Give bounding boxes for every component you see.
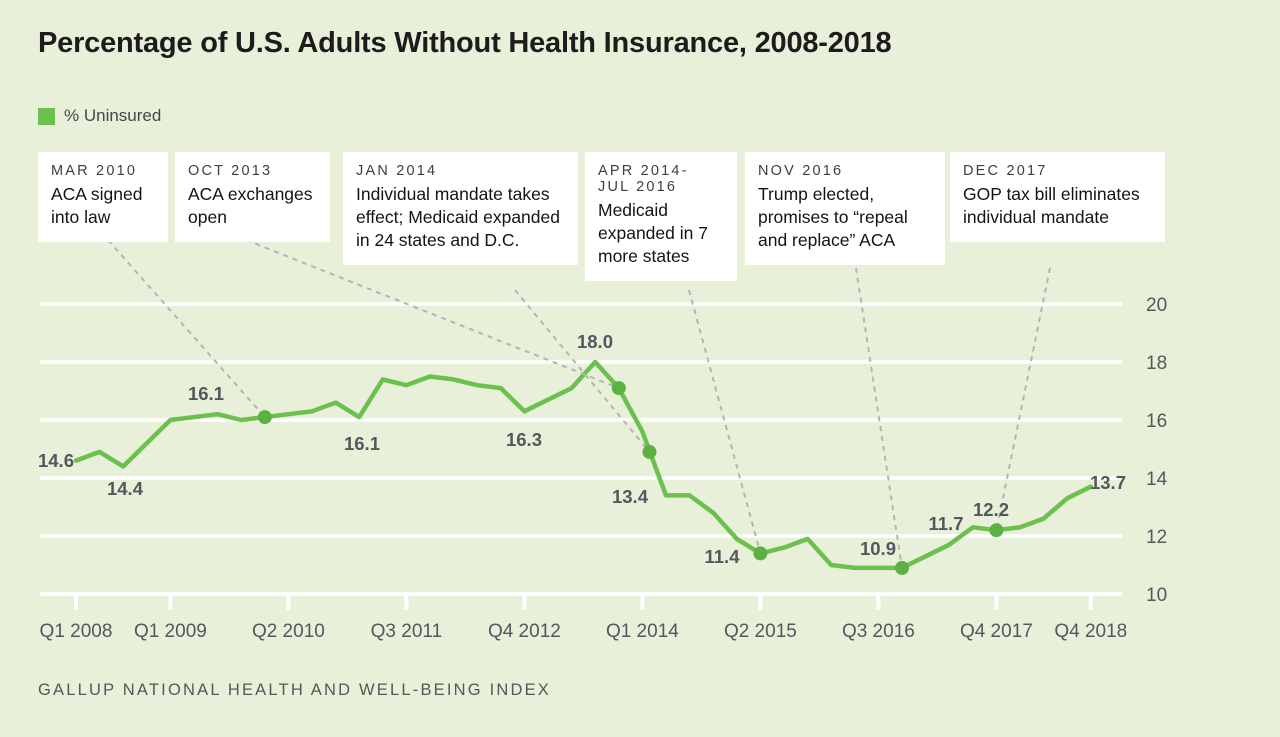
value-label: 16.1 xyxy=(344,433,380,454)
annotation-connector-line xyxy=(245,239,620,390)
x-tick-label: Q2 2015 xyxy=(724,621,797,642)
value-label: 11.4 xyxy=(705,546,741,567)
event-dot xyxy=(257,410,272,425)
annotation-connector-line xyxy=(514,289,651,453)
page-title: Percentage of U.S. Adults Without Health… xyxy=(38,27,892,59)
x-tick-label: Q1 2009 xyxy=(134,621,207,642)
value-label: 16.1 xyxy=(188,383,224,404)
annotation-date: OCT 2013 xyxy=(188,163,273,179)
x-tick-label: Q4 2017 xyxy=(960,621,1033,642)
value-label: 14.6 xyxy=(38,450,74,471)
event-dot xyxy=(989,523,1004,538)
annotation-box-jan-2014: JAN 2014 Individual mandate takes effect… xyxy=(343,152,578,266)
annotation-box-apr-2014-jul-2016: APR 2014- JUL 2016 Medicaid expanded in … xyxy=(585,152,737,282)
annotation-date: APR 2014- JUL 2016 xyxy=(598,163,689,195)
annotation-box-mar-2010: MAR 2010 ACA signed into law xyxy=(38,152,168,243)
value-label: 18.0 xyxy=(577,331,613,352)
x-tick-label: Q2 2010 xyxy=(252,621,325,642)
x-tick-label: Q1 2008 xyxy=(40,621,113,642)
annotation-date: JAN 2014 xyxy=(356,163,438,179)
annotation-box-nov-2016: NOV 2016 Trump elected, promises to “rep… xyxy=(745,152,945,266)
value-label: 10.9 xyxy=(860,538,896,559)
annotation-text: GOP tax bill eliminates individual manda… xyxy=(963,184,1140,228)
event-dot xyxy=(753,546,768,561)
annotation-connector-line xyxy=(107,239,266,418)
annotation-box-dec-2017: DEC 2017 GOP tax bill eliminates individ… xyxy=(950,152,1165,243)
value-label: 13.7 xyxy=(1090,472,1126,493)
annotation-connector-line xyxy=(995,267,1051,531)
value-label: 12.2 xyxy=(973,499,1009,520)
annotation-connector-line xyxy=(855,267,903,569)
x-tick-label: Q4 2018 xyxy=(1054,621,1127,642)
y-tick-label: 12 xyxy=(1146,527,1167,548)
value-label: 11.7 xyxy=(929,513,964,534)
event-dot xyxy=(611,381,626,396)
x-tick-label: Q1 2014 xyxy=(606,621,679,642)
annotation-text: Trump elected, promises to “repeal and r… xyxy=(758,184,908,251)
value-label: 16.3 xyxy=(506,429,542,450)
annotation-date: NOV 2016 xyxy=(758,163,844,179)
y-tick-label: 10 xyxy=(1146,585,1167,606)
x-tick-label: Q4 2012 xyxy=(488,621,561,642)
legend: % Uninsured xyxy=(38,106,161,126)
annotation-date: MAR 2010 xyxy=(51,163,138,179)
annotation-text: ACA signed into law xyxy=(51,184,143,228)
y-tick-label: 14 xyxy=(1146,469,1168,490)
y-tick-label: 16 xyxy=(1146,411,1167,432)
x-tick-label: Q3 2011 xyxy=(371,621,442,642)
annotation-date: DEC 2017 xyxy=(963,163,1048,179)
annotation-text: ACA exchanges open xyxy=(188,184,313,228)
annotation-text: Medicaid expanded in 7 more states xyxy=(598,200,708,267)
x-tick-label: Q3 2016 xyxy=(842,621,915,642)
annotation-text: Individual mandate takes effect; Medicai… xyxy=(356,184,560,251)
y-tick-label: 20 xyxy=(1146,295,1167,316)
event-dot xyxy=(895,560,909,575)
annotation-box-oct-2013: OCT 2013 ACA exchanges open xyxy=(175,152,330,243)
value-label: 13.4 xyxy=(612,486,649,507)
source-footer: GALLUP NATIONAL HEALTH AND WELL-BEING IN… xyxy=(38,681,552,699)
y-tick-label: 18 xyxy=(1146,353,1167,374)
value-label: 14.4 xyxy=(107,478,144,499)
legend-swatch-icon xyxy=(38,107,55,125)
legend-label: % Uninsured xyxy=(64,106,162,125)
event-dot xyxy=(642,444,657,459)
